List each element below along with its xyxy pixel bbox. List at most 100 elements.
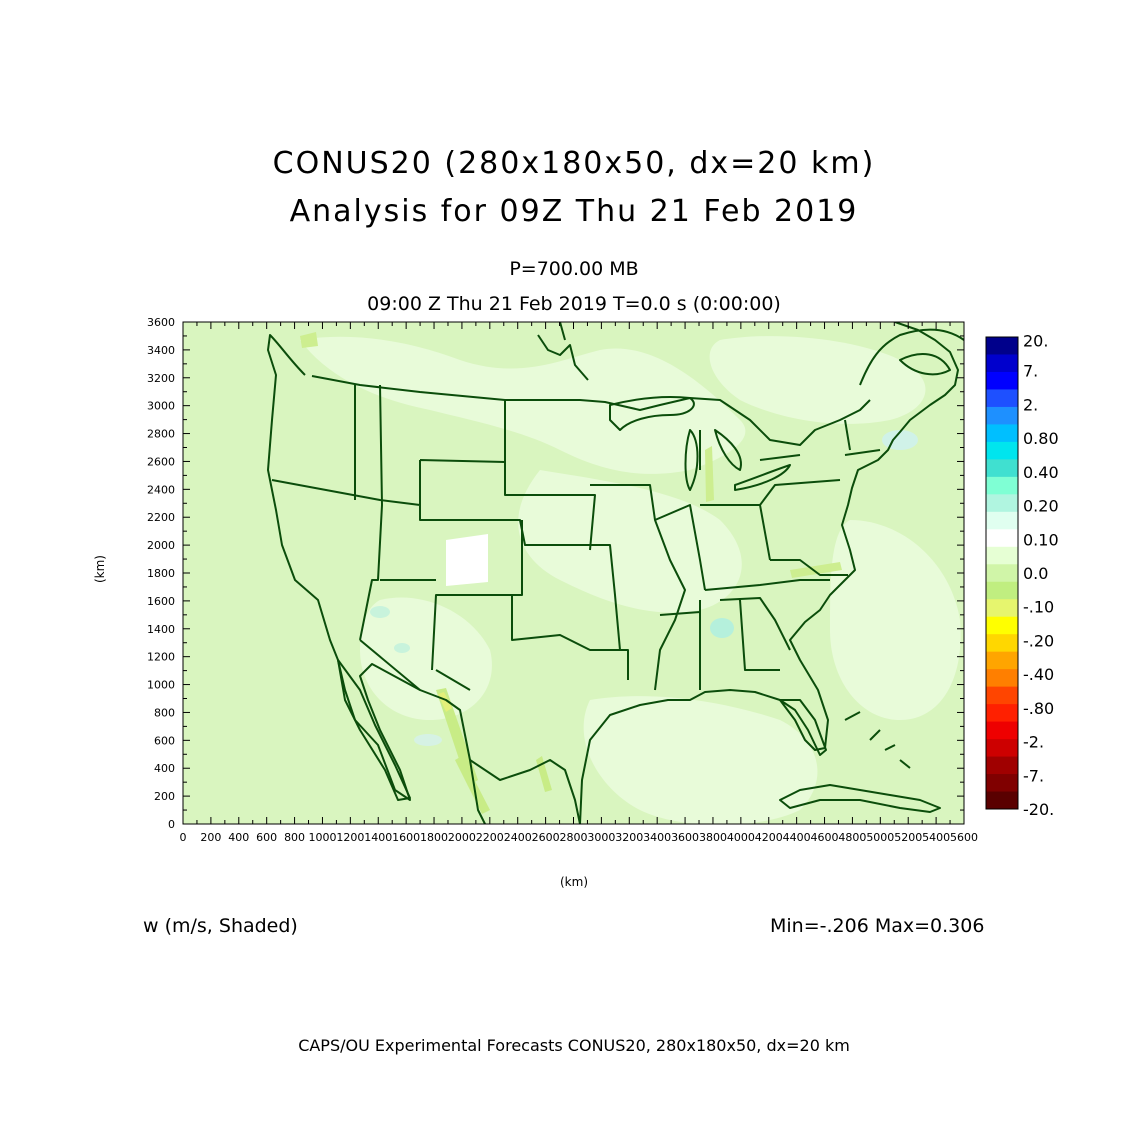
colorbar-swatch xyxy=(986,686,1018,705)
colorbar-swatch xyxy=(986,634,1018,653)
x-tick-label: 3600 xyxy=(671,831,699,844)
x-tick-label: 2400 xyxy=(504,831,532,844)
lake-superior xyxy=(609,396,695,431)
x-tick-label: 400 xyxy=(228,831,249,844)
min-max-label: Min=-.206 Max=0.306 xyxy=(770,915,985,937)
field-pale-region xyxy=(360,597,492,720)
field-ascent-spot xyxy=(394,643,410,653)
shaded-field xyxy=(300,332,961,824)
colorbar-label: -20. xyxy=(1023,800,1054,819)
x-tick-label: 4000 xyxy=(727,831,755,844)
field-descent-streak xyxy=(438,692,452,712)
colorbar-swatch xyxy=(986,459,1018,478)
colorbar-label: 20. xyxy=(1023,331,1048,350)
x-tick-label: 3400 xyxy=(643,831,671,844)
colorbar-swatch xyxy=(986,651,1018,670)
us-outline xyxy=(267,322,959,824)
x-tick-label: 4600 xyxy=(811,831,839,844)
field-ascent-spot xyxy=(370,606,390,618)
colorbar-swatch xyxy=(986,406,1018,425)
footer-label: CAPS/OU Experimental Forecasts CONUS20, … xyxy=(298,1036,850,1055)
x-tick-label: 600 xyxy=(256,831,277,844)
colorbar-label: 0.20 xyxy=(1023,497,1059,516)
y-tick-label: 3200 xyxy=(147,372,175,385)
colorbar-swatch xyxy=(986,581,1018,600)
colorbar-swatch xyxy=(986,616,1018,635)
field-pale-region xyxy=(830,520,961,720)
x-axis-ticks: 0 200 400 600 800 1000 1200 1400 1600 1800 2000 220… xyxy=(180,322,978,844)
field-ascent-spot xyxy=(710,618,734,638)
x-tick-label: 2200 xyxy=(476,831,504,844)
colorbar-label: -.10 xyxy=(1023,598,1054,617)
colorbar-swatch xyxy=(986,476,1018,495)
colorbar-swatch xyxy=(986,721,1018,740)
field-pale-region xyxy=(709,336,926,424)
x-tick-label: 1600 xyxy=(392,831,420,844)
colorbar-swatch xyxy=(986,599,1018,618)
y-tick-label: 3400 xyxy=(147,344,175,357)
colorbar-swatch xyxy=(986,739,1018,758)
colorbar-swatch xyxy=(986,424,1018,443)
x-tick-label: 3800 xyxy=(699,831,727,844)
field-descent-streak xyxy=(790,562,842,578)
field-pale-region xyxy=(300,336,746,474)
colorbar-swatch xyxy=(986,774,1018,793)
y-tick-label: 3600 xyxy=(147,316,175,329)
colorbar-swatch xyxy=(986,529,1018,548)
y-tick-label: 1000 xyxy=(147,679,175,692)
colorbar-label: -.20 xyxy=(1023,631,1054,650)
colorbar-swatch xyxy=(986,441,1018,460)
x-tick-label: 5600 xyxy=(950,831,978,844)
y-axis-title: (km) xyxy=(93,554,108,584)
colorbar-swatch xyxy=(986,704,1018,723)
colorbar-label: 2. xyxy=(1023,395,1038,414)
y-tick-label: 1400 xyxy=(147,623,175,636)
x-tick-label: 1800 xyxy=(420,831,448,844)
x-tick-label: 1400 xyxy=(364,831,392,844)
x-tick-label: 2600 xyxy=(532,831,560,844)
lake-huron xyxy=(714,429,742,471)
colorbar-label: -.40 xyxy=(1023,665,1054,684)
level-label: P=700.00 MB xyxy=(509,258,639,280)
cuba xyxy=(779,784,941,813)
y-tick-label: 1800 xyxy=(147,567,175,580)
colorbar-label: -7. xyxy=(1023,766,1044,785)
field-pale-region xyxy=(583,696,818,824)
title-line-1: CONUS20 (280x180x50, dx=20 km) xyxy=(272,146,876,181)
colorbar-swatch xyxy=(986,791,1018,810)
colorbar-label: 0.40 xyxy=(1023,463,1059,482)
x-tick-label: 2000 xyxy=(448,831,476,844)
colorbar-swatch xyxy=(986,546,1018,565)
colorbar-swatch xyxy=(986,389,1018,408)
x-tick-label: 3200 xyxy=(615,831,643,844)
x-tick-label: 1000 xyxy=(308,831,336,844)
y-tick-label: 2600 xyxy=(147,455,175,468)
field-descent-streak xyxy=(705,446,714,502)
colorbar-label: 0.0 xyxy=(1023,564,1048,583)
colorbar-label: 7. xyxy=(1023,362,1038,381)
map-boundaries xyxy=(267,322,964,824)
x-tick-label: 3000 xyxy=(587,831,615,844)
x-tick-label: 800 xyxy=(284,831,305,844)
canada-coast xyxy=(859,328,964,386)
field-ascent-spot xyxy=(414,734,442,746)
hudson-bay-coast xyxy=(537,322,589,381)
colorbar-label: -.80 xyxy=(1023,699,1054,718)
colorbar: 20. 7. 2. 0.80 0.40 0.20 0.10 0.0 -.10 -.20 -.40 -.… xyxy=(985,331,1059,819)
mexico-coast xyxy=(469,759,581,824)
y-tick-label: 800 xyxy=(154,706,175,719)
field-descent-streak xyxy=(436,688,478,786)
colorbar-swatch xyxy=(986,564,1018,583)
x-tick-label: 5000 xyxy=(866,831,894,844)
lake-michigan xyxy=(684,429,699,491)
title-line-2: Analysis for 09Z Thu 21 Feb 2019 xyxy=(289,194,859,229)
colorbar-swatch xyxy=(986,669,1018,688)
x-tick-label: 4400 xyxy=(783,831,811,844)
colorbar-frame xyxy=(985,336,1019,810)
x-tick-label: 200 xyxy=(200,831,221,844)
x-tick-label: 5200 xyxy=(894,831,922,844)
x-tick-label: 5400 xyxy=(922,831,950,844)
y-tick-label: 1200 xyxy=(147,651,175,664)
y-axis-ticks: 0 200 400 600 800 1000 1200 1400 1600 1800 2000 220… xyxy=(147,316,964,831)
y-tick-label: 200 xyxy=(154,790,175,803)
